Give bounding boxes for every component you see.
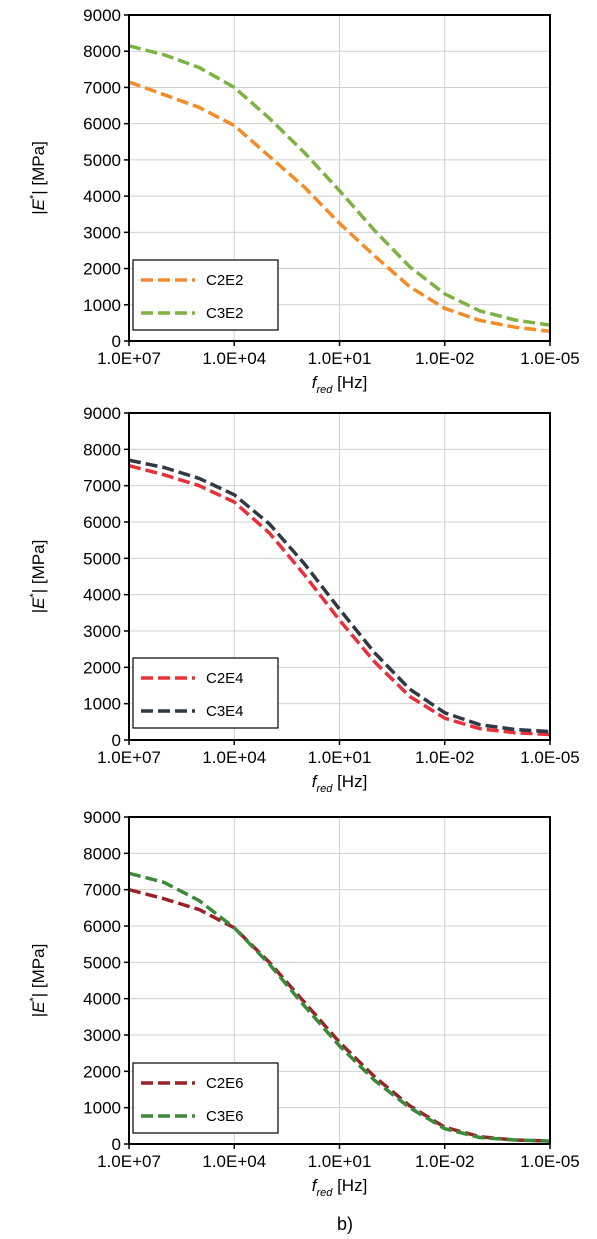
legend-box <box>132 657 279 729</box>
legend: C2E4 C3E4 <box>132 657 279 729</box>
y-tick-label: 8000 <box>83 42 121 61</box>
chart-panel-1: 0 1000 2000 3000 4000 5000 6000 7000 8000 9000 1.0… <box>28 6 580 396</box>
legend-label-c3e6: C3E6 <box>206 1108 244 1125</box>
y-tick-label: 5000 <box>83 151 121 170</box>
legend-label-c3e2: C3E2 <box>206 305 244 322</box>
y-axis-label: |E*| [MPa] <box>28 141 48 215</box>
x-axis-label: fred [Hz] <box>312 1176 368 1199</box>
x-tick-label: 1.0E+07 <box>97 1152 161 1171</box>
x-axis-label: fred [Hz] <box>312 373 368 396</box>
y-tick-label: 2000 <box>83 1062 121 1081</box>
y-tick-label: 4000 <box>83 990 121 1009</box>
series-line-c2e2 <box>128 80 551 333</box>
y-axis-label: |E*| [MPa] <box>28 540 48 614</box>
y-tick-label: 4000 <box>83 187 121 206</box>
chart-panel-2: 0 1000 2000 3000 4000 5000 6000 7000 8000 9000 1.0… <box>28 404 580 795</box>
series-line-c3e4 <box>128 458 551 734</box>
x-tick-label: 1.0E+01 <box>308 1152 372 1171</box>
x-tick-label: 1.0E-05 <box>520 1152 580 1171</box>
x-tick-label: 1.0E+01 <box>308 748 372 767</box>
y-tick-label: 8000 <box>83 844 121 863</box>
series-line-c2e4 <box>128 464 551 737</box>
y-tick-label: 6000 <box>83 115 121 134</box>
legend-label-c2e6: C2E6 <box>206 1075 244 1092</box>
legend-label-c3e4: C3E4 <box>206 703 244 720</box>
x-tick-label: 1.0E+01 <box>308 349 372 368</box>
y-tick-label: 3000 <box>83 622 121 641</box>
x-axis-label: fred [Hz] <box>312 772 368 795</box>
x-tick-label: 1.0E-02 <box>415 748 475 767</box>
y-tick-label: 4000 <box>83 586 121 605</box>
y-tick-label: 1000 <box>83 1099 121 1118</box>
series-line-c3e2 <box>128 44 551 327</box>
y-tick-label: 9000 <box>83 404 121 423</box>
x-tick-label: 1.0E-05 <box>520 748 580 767</box>
y-tick-label: 0 <box>112 332 121 351</box>
legend-box <box>132 1062 279 1134</box>
x-tick-label: 1.0E-02 <box>415 1152 475 1171</box>
y-tick-label: 2000 <box>83 658 121 677</box>
series-line-c3e6 <box>128 871 551 1143</box>
y-tick-label: 7000 <box>83 78 121 97</box>
y-tick-label: 9000 <box>83 6 121 25</box>
y-tick-label: 3000 <box>83 223 121 242</box>
y-tick-label: 0 <box>112 1135 121 1154</box>
y-tick-label: 9000 <box>83 808 121 827</box>
x-tick-label: 1.0E+04 <box>202 1152 266 1171</box>
y-tick-label: 7000 <box>83 477 121 496</box>
y-tick-label: 7000 <box>83 881 121 900</box>
y-tick-label: 5000 <box>83 549 121 568</box>
x-tick-label: 1.0E+07 <box>97 748 161 767</box>
y-tick-label: 6000 <box>83 917 121 936</box>
legend-label-c2e2: C2E2 <box>206 272 244 289</box>
legend: C2E2 C3E2 <box>132 259 279 331</box>
legend: C2E6 C3E6 <box>132 1062 279 1134</box>
y-axis-label: |E*| [MPa] <box>28 944 48 1018</box>
y-tick-label: 1000 <box>83 695 121 714</box>
x-tick-label: 1.0E+04 <box>202 748 266 767</box>
legend-label-c2e4: C2E4 <box>206 670 244 687</box>
y-tick-label: 2000 <box>83 260 121 279</box>
x-tick-label: 1.0E+04 <box>202 349 266 368</box>
y-tick-label: 1000 <box>83 296 121 315</box>
y-tick-label: 6000 <box>83 513 121 532</box>
legend-box <box>132 259 279 331</box>
x-tick-label: 1.0E-05 <box>520 349 580 368</box>
y-tick-label: 3000 <box>83 1026 121 1045</box>
figure-caption: b) <box>337 1214 353 1234</box>
y-tick-label: 8000 <box>83 440 121 459</box>
x-tick-label: 1.0E+07 <box>97 349 161 368</box>
y-tick-label: 0 <box>112 731 121 750</box>
x-tick-label: 1.0E-02 <box>415 349 475 368</box>
y-tick-label: 5000 <box>83 953 121 972</box>
series-line-c2e6 <box>128 888 551 1143</box>
chart-panel-3: 0 1000 2000 3000 4000 5000 6000 7000 8000 9000 1.0… <box>28 808 580 1199</box>
